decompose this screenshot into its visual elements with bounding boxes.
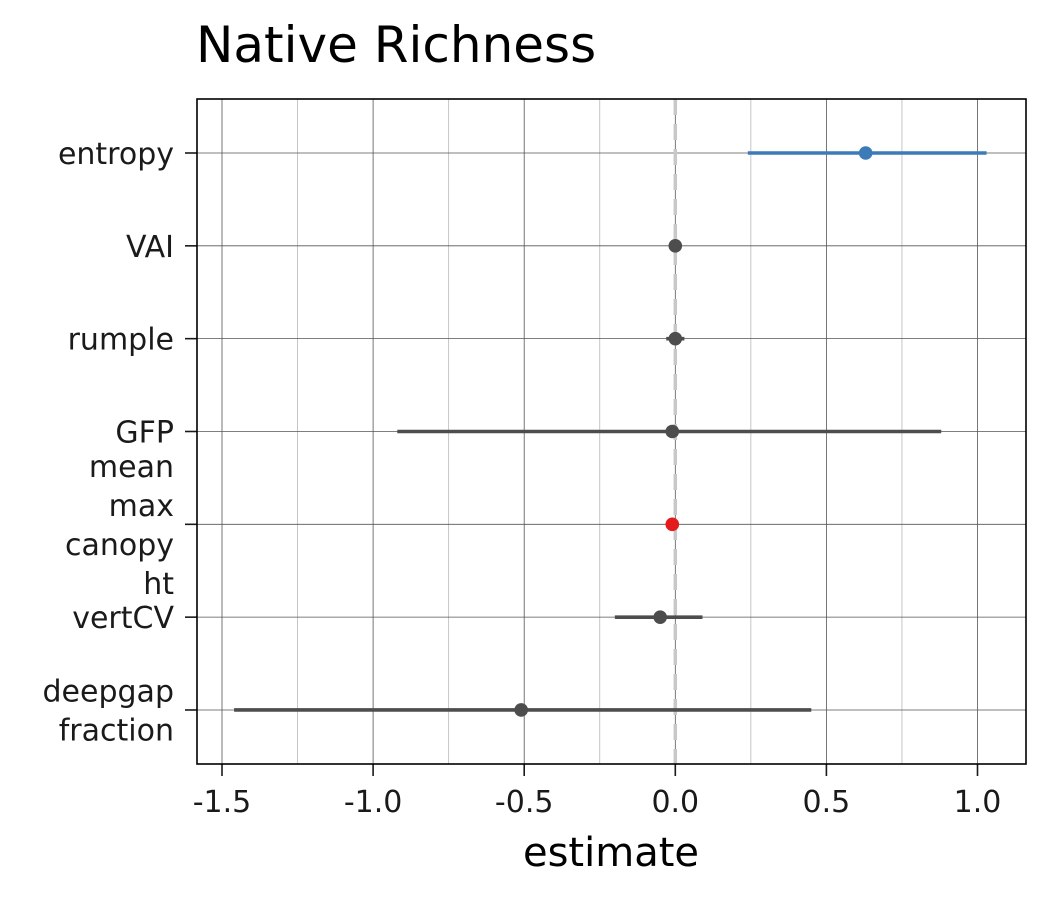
x-axis-title: estimate — [523, 830, 699, 876]
point-vertCV — [653, 610, 667, 624]
y-tick-label-line: deepgap — [43, 674, 174, 709]
x-tick-label: 1.0 — [954, 785, 1002, 820]
y-tick-label-line: vertCV — [72, 601, 174, 636]
x-tick-label: 0.5 — [803, 785, 851, 820]
y-tick-label-line: entropy — [58, 137, 174, 172]
y-tick-label: VAI — [126, 230, 174, 265]
y-tick-label-line: canopy — [65, 528, 174, 563]
x-tick-label: -0.5 — [495, 785, 554, 820]
x-axis: -1.5 -1.0 -0.5 0.0 0.5 1.0 — [193, 764, 1002, 820]
point-mean-max-canopy-ht — [665, 517, 680, 532]
y-tick-label-line: VAI — [126, 230, 174, 265]
chart-title: Native Richness — [196, 16, 596, 74]
point-GFP — [665, 424, 680, 439]
point-VAI — [668, 239, 683, 253]
y-tick-label-line: mean — [89, 450, 174, 485]
data-marks — [234, 146, 987, 717]
y-tick-label: deepgap fraction — [43, 674, 174, 748]
y-tick-label: vertCV — [72, 601, 174, 636]
y-tick-label: rumple — [68, 323, 174, 358]
x-tick-label: -1.5 — [193, 785, 252, 820]
y-tick-label-line: rumple — [68, 323, 174, 358]
y-tick-label-line: ht — [143, 567, 174, 602]
x-tick-label: -1.0 — [344, 785, 403, 820]
point-entropy — [858, 146, 873, 160]
point-rumple — [668, 331, 683, 346]
y-tick-label: GFP — [115, 415, 174, 450]
plot-panel-border — [196, 98, 1027, 765]
y-tick-label: entropy — [58, 137, 174, 172]
y-tick-label-line: GFP — [115, 415, 174, 450]
y-tick-label: mean max canopy ht — [65, 450, 174, 602]
y-tick-label-line: fraction — [59, 713, 174, 748]
x-tick-label: 0.0 — [651, 785, 699, 820]
y-tick-label-line: max — [109, 489, 174, 524]
point-deepgap-fraction — [514, 703, 528, 717]
